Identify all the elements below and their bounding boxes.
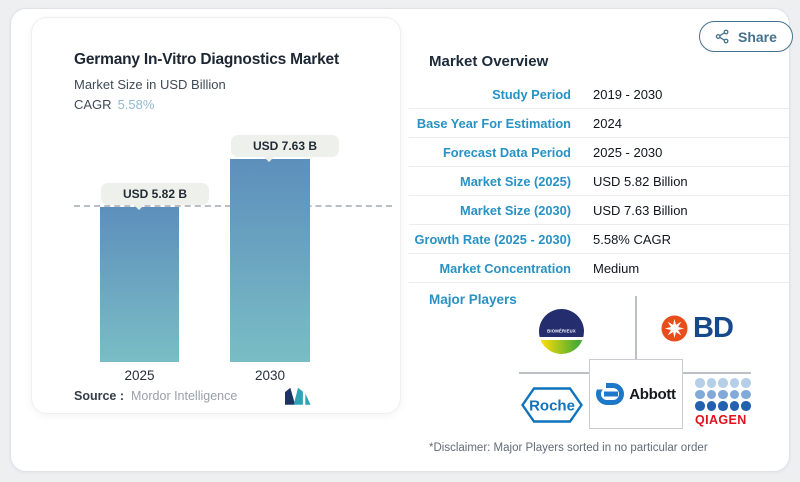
- report-card: Share Germany In-Vitro Diagnostics Marke…: [10, 8, 793, 472]
- table-row: Forecast Data Period 2025 - 2030: [409, 138, 789, 167]
- connector-line-right: [683, 372, 751, 374]
- qiagen-wordmark: QIAGEN: [695, 412, 747, 427]
- roche-wordmark: Roche: [529, 398, 575, 415]
- abbott-wordmark: Abbott: [629, 385, 676, 403]
- chart-cagr: CAGR 5.58%: [74, 97, 154, 112]
- biomerieux-navy-dome: BIOMÉRIEUX: [539, 309, 584, 337]
- mordor-intelligence-logo: [285, 387, 311, 405]
- biomerieux-logo: BIOMÉRIEUX: [539, 309, 584, 354]
- abbott-a-icon: [596, 383, 625, 405]
- disclaimer-text: *Disclaimer: Major Players sorted in no …: [429, 442, 708, 454]
- table-row: Base Year For Estimation 2024: [409, 109, 789, 138]
- row-value: Medium: [593, 260, 640, 276]
- x-axis-label-2030: 2030: [254, 368, 286, 383]
- connector-line-left: [519, 372, 589, 374]
- biomerieux-crescent: [539, 340, 584, 354]
- source-label: Source :: [74, 389, 125, 403]
- row-label: Base Year For Estimation: [416, 115, 571, 131]
- major-players-title: Major Players: [429, 292, 517, 307]
- row-value: 2025 - 2030: [593, 144, 663, 160]
- market-overview-title: Market Overview: [429, 53, 549, 70]
- source-value: Mordor Intelligence: [131, 389, 238, 403]
- bd-starburst-icon: [661, 315, 688, 342]
- chart-panel: Germany In-Vitro Diagnostics Market Mark…: [31, 17, 401, 414]
- row-value: 2019 - 2030: [593, 86, 663, 102]
- market-overview-table: Study Period 2019 - 2030 Base Year For E…: [409, 80, 789, 283]
- chart-title: Germany In-Vitro Diagnostics Market: [74, 51, 339, 68]
- row-value: 2024: [593, 115, 622, 131]
- row-label: Growth Rate (2025 - 2030): [414, 231, 571, 247]
- share-label: Share: [738, 28, 777, 45]
- row-label: Market Size (2030): [460, 202, 571, 218]
- bd-logo: BD: [661, 312, 734, 344]
- row-label: Study Period: [492, 86, 571, 102]
- bar-2025: [100, 207, 179, 362]
- table-row: Market Size (2025) USD 5.82 Billion: [409, 167, 789, 196]
- bar-chart: USD 5.82 B USD 7.63 B 2025 2030: [32, 135, 402, 383]
- table-row: Market Size (2030) USD 7.63 Billion: [409, 196, 789, 225]
- row-value: USD 7.63 Billion: [593, 202, 688, 218]
- bd-wordmark: BD: [693, 312, 734, 344]
- chart-subtitle: Market Size in USD Billion: [74, 77, 226, 92]
- biomerieux-wordmark: BIOMÉRIEUX: [547, 329, 576, 335]
- row-value: USD 5.82 Billion: [593, 173, 688, 189]
- x-axis-label-2025: 2025: [124, 368, 155, 383]
- row-label: Market Concentration: [439, 260, 571, 276]
- row-value: 5.58% CAGR: [593, 231, 672, 247]
- connector-line-vertical: [635, 296, 637, 359]
- row-label: Market Size (2025): [460, 173, 571, 189]
- bar-2030: [230, 159, 310, 362]
- source-row: Source : Mordor Intelligence: [74, 389, 237, 403]
- bar-value-label-2030: USD 7.63 B: [231, 135, 339, 162]
- bar-value-label-2025: USD 5.82 B: [101, 183, 209, 210]
- cagr-label: CAGR: [74, 97, 112, 112]
- share-button[interactable]: Share: [699, 21, 793, 52]
- row-label: Forecast Data Period: [442, 144, 571, 160]
- qiagen-logo: QIAGEN: [695, 378, 755, 427]
- qiagen-dots: [695, 378, 755, 411]
- cagr-value: 5.58%: [117, 97, 155, 112]
- roche-logo: Roche: [521, 387, 583, 423]
- share-nodes-icon: [715, 29, 729, 44]
- table-row: Market Concentration Medium: [409, 254, 789, 283]
- abbott-logo: Abbott: [589, 359, 683, 429]
- table-row: Growth Rate (2025 - 2030) 5.58% CAGR: [409, 225, 789, 254]
- table-row: Study Period 2019 - 2030: [409, 80, 789, 109]
